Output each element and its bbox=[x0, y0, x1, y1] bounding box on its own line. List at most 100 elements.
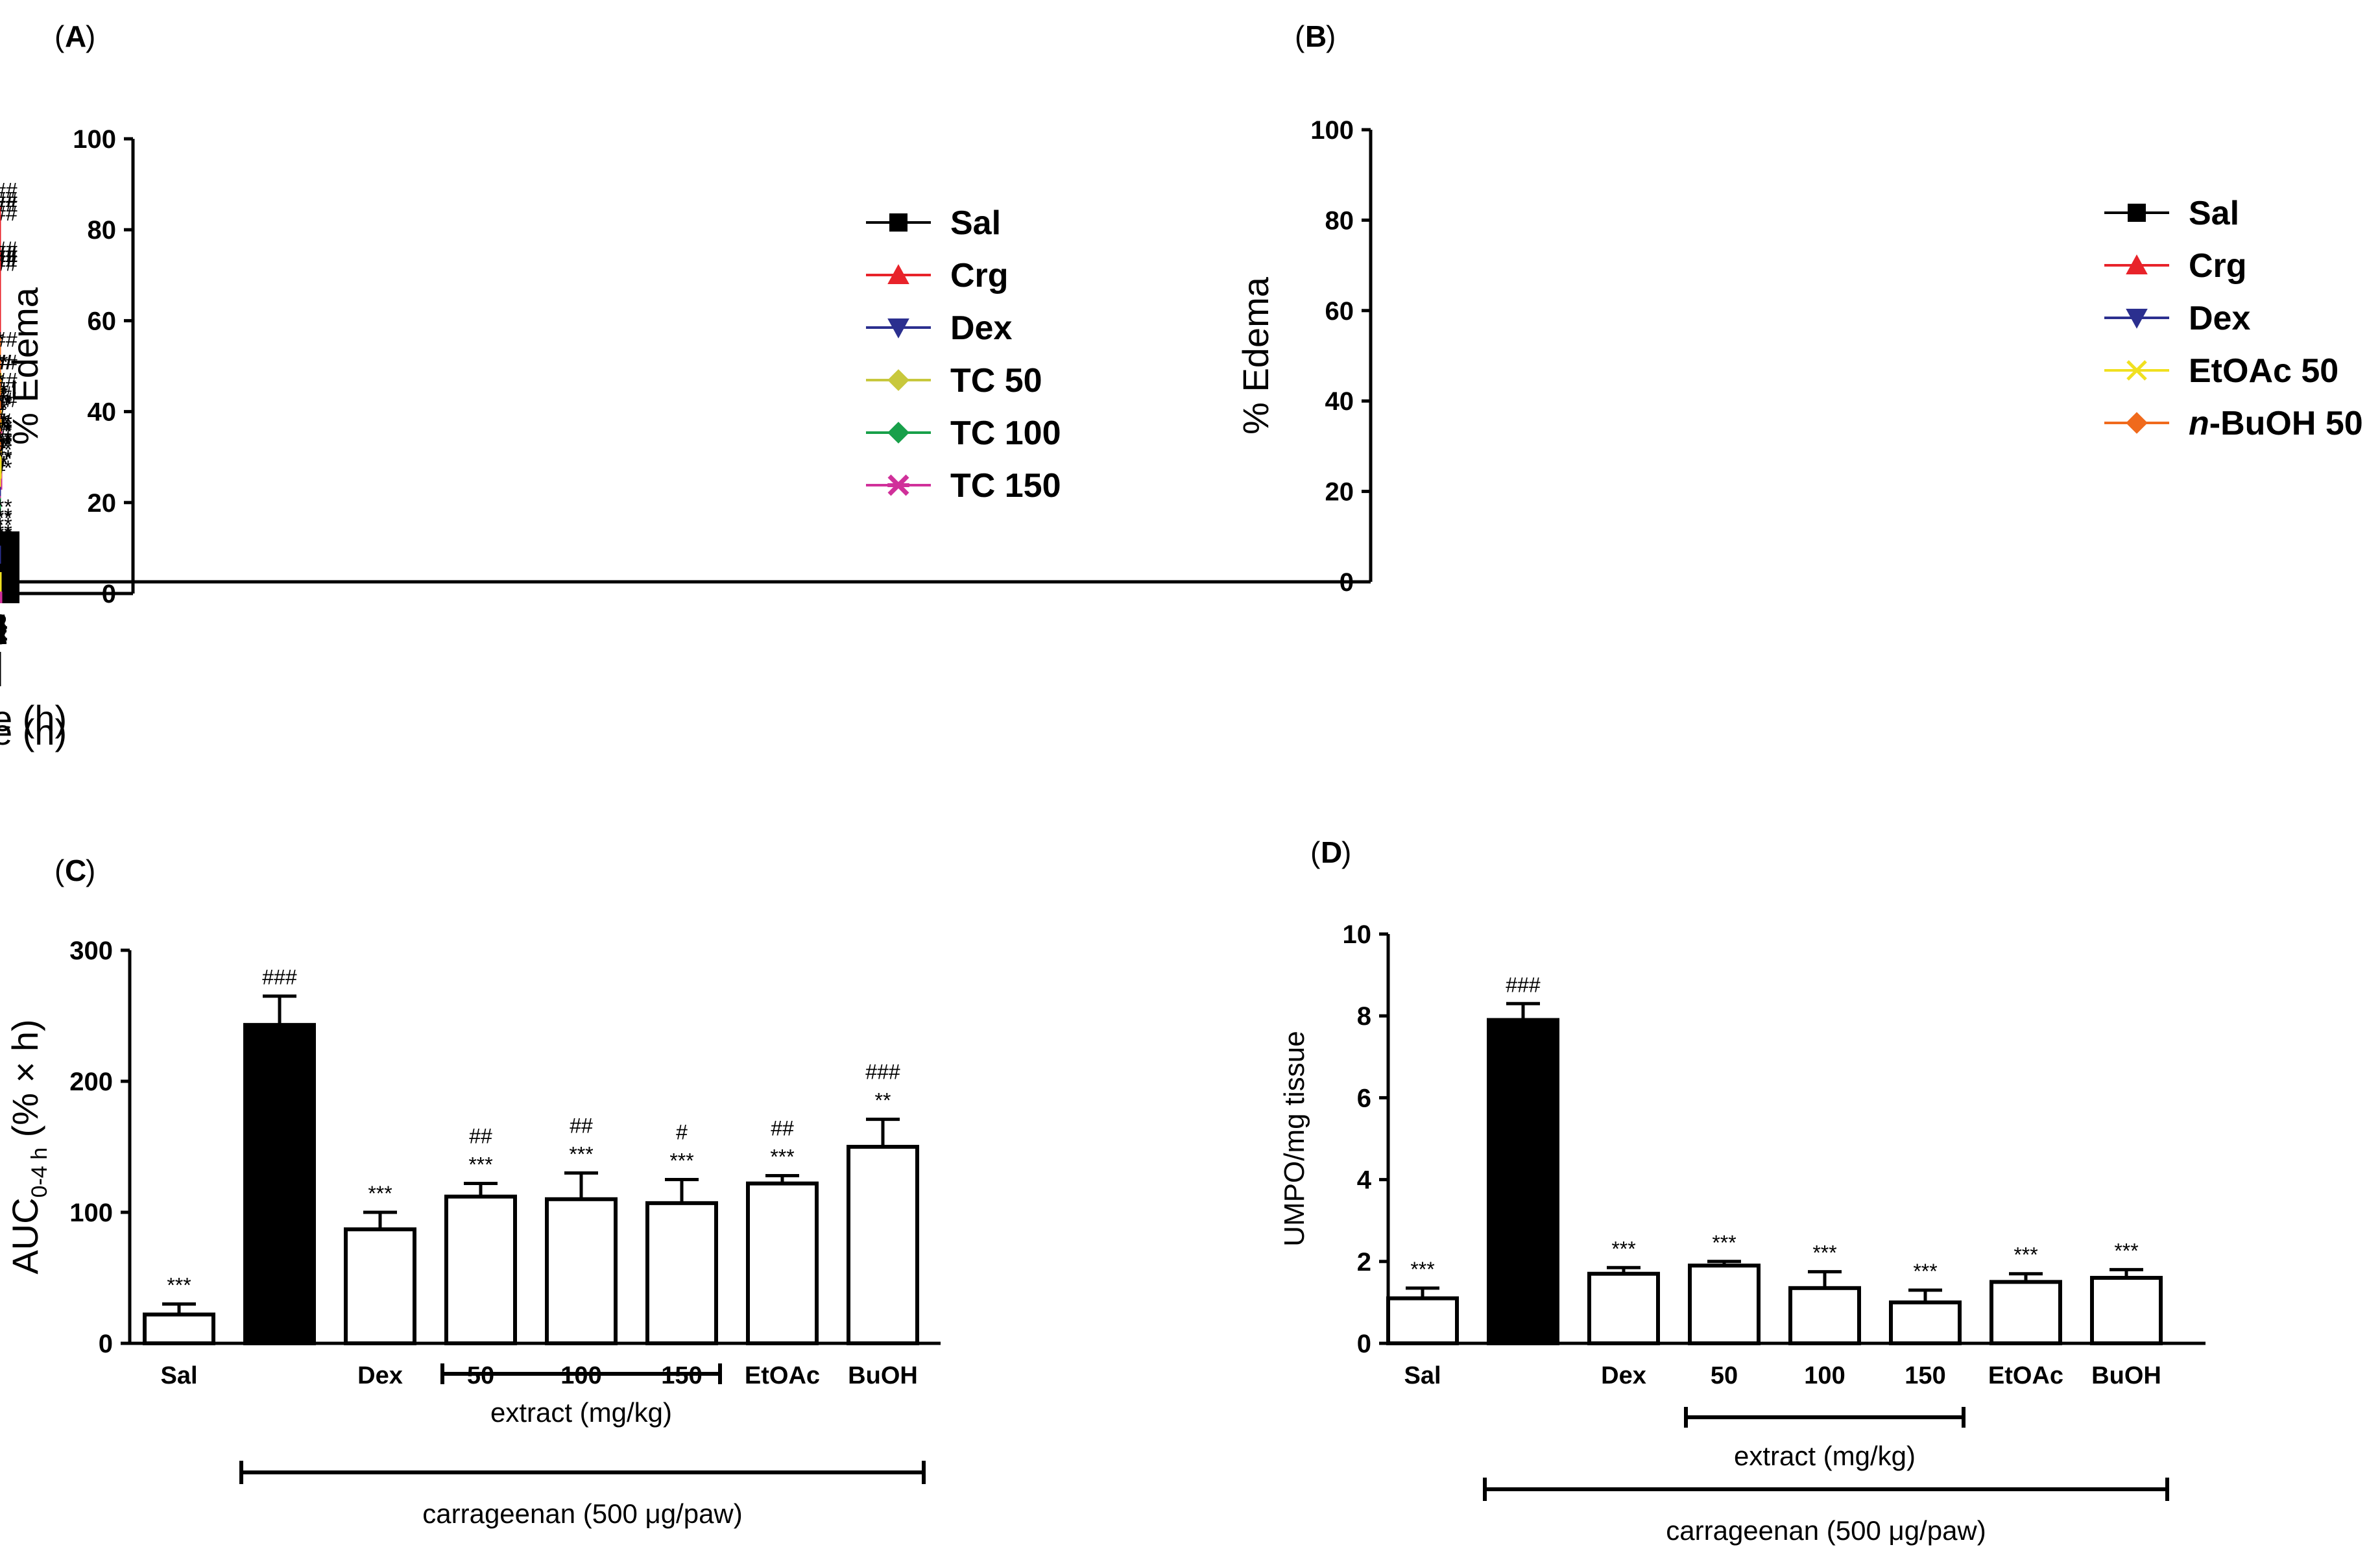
panel-c-bar-2-sig-bottom: *** bbox=[368, 1182, 392, 1205]
panel-b-annotation-23: *** bbox=[0, 446, 12, 469]
panel-b-annotation-24: ** bbox=[0, 382, 8, 405]
panel-c-bar-5-sig-bottom: *** bbox=[669, 1149, 693, 1173]
panel-b-annotation-12: *** bbox=[0, 418, 12, 442]
panel-d-bar-6 bbox=[1989, 1280, 2062, 1345]
panel-d-y-tick-label-0: 0 bbox=[1357, 1330, 1371, 1358]
panel-c-y-tick-label-300: 300 bbox=[69, 937, 113, 965]
panel-b-series-0-point-4 bbox=[0, 554, 19, 574]
panel-c-bar-0 bbox=[143, 1312, 215, 1346]
panel-c-label: C bbox=[65, 854, 86, 887]
panel-d-bar-2 bbox=[1587, 1271, 1660, 1345]
panel-b-x-title: Time (h) bbox=[0, 698, 67, 739]
panel-b-legend-2-label: Dex bbox=[2189, 300, 2250, 337]
panel-d-category-5: 150 bbox=[1905, 1362, 1945, 1389]
panel-b-legend-3-marker bbox=[2126, 360, 2148, 381]
panel-d-bar-7-sig-bottom: *** bbox=[2114, 1239, 2138, 1262]
panel-c-bar-2 bbox=[344, 1227, 416, 1346]
panel-d-bar-5 bbox=[1889, 1300, 1962, 1346]
panel-c-y-title: AUC0-4 h (% × h) bbox=[5, 1019, 52, 1274]
panel-a-y-tick-label-60: 60 bbox=[88, 307, 117, 335]
panel-b-annotation-9: * bbox=[0, 328, 4, 352]
panel-a-annotation-27: # bbox=[0, 379, 6, 403]
panel-a-label-close: ) bbox=[86, 19, 95, 53]
panel-a-annotation-1: ### bbox=[0, 247, 18, 270]
panel-b-legend-4-marker bbox=[2126, 412, 2148, 434]
panel-b-legend-3-label: EtOAc 50 bbox=[2189, 352, 2338, 390]
panel-b-annotation-18: *** bbox=[0, 432, 12, 455]
panel-a-y-tick-label-40: 40 bbox=[88, 398, 117, 427]
panel-c-y-tick-label-0: 0 bbox=[99, 1330, 113, 1358]
panel-b-annotation-27: ## bbox=[0, 409, 12, 433]
panel-a-annotation-19: *** bbox=[0, 457, 12, 480]
panel-d-bar-1-sig-top: ### bbox=[1506, 973, 1541, 996]
panel-d-label-close: ) bbox=[1341, 835, 1351, 869]
panel-d-carrageenan-label: carrageenan (500 μg/paw) bbox=[1666, 1515, 1986, 1546]
panel-d-y-tick-label-8: 8 bbox=[1357, 1002, 1371, 1031]
panel-a-annotation-12: *** bbox=[0, 448, 12, 471]
panel-a-annotation-13: # bbox=[0, 393, 6, 416]
panel-c-bar-5-sig-top: # bbox=[676, 1121, 688, 1144]
panel-a-annotation-16: ### bbox=[0, 389, 18, 412]
panel-c-bar-6-sig-top: ## bbox=[771, 1116, 794, 1140]
panel-a-legend-0-label: Sal bbox=[950, 204, 1001, 242]
panel-b-y-tick-label-0: 0 bbox=[1340, 568, 1354, 597]
panel-b-annotation-20: ** bbox=[0, 350, 8, 374]
panel-a-annotation-18: *** bbox=[0, 438, 12, 462]
panel-b-annotation-0: ### bbox=[0, 179, 18, 202]
panel-a-label-open: ( bbox=[54, 19, 65, 53]
panel-d-bar-4-sig-bottom: *** bbox=[1812, 1241, 1836, 1265]
panel-a-annotation-14: # bbox=[0, 411, 6, 435]
panel-a-legend-2-label: Dex bbox=[950, 309, 1012, 347]
panel-b-annotation-8: *** bbox=[0, 522, 12, 546]
panel-d-bar-4 bbox=[1788, 1286, 1861, 1345]
panel-c-bar-0-sig-bottom: *** bbox=[167, 1273, 191, 1297]
panel-a-x-tick-label-4: 4 bbox=[0, 621, 8, 650]
panel-d-category-0: Sal bbox=[1404, 1362, 1441, 1389]
panel-a-annotation-24: ** bbox=[0, 398, 8, 421]
panel-b-annotation-10: ### bbox=[0, 328, 18, 352]
panel-c-carrageenan-label: carrageenan (500 μg/paw) bbox=[422, 1498, 743, 1529]
panel-b-annotation-19: # bbox=[0, 432, 6, 455]
panel-b-y-tick-label-20: 20 bbox=[1325, 478, 1354, 507]
panel-b-x-tick-label-2: 2 bbox=[0, 610, 7, 638]
panel-c-bar-3-sig-top: ## bbox=[469, 1125, 492, 1148]
panel-b-annotation-15: * bbox=[0, 368, 4, 392]
panel-a-annotation-3: ### bbox=[0, 252, 18, 275]
panel-d-category-6: EtOAc bbox=[1988, 1362, 2063, 1389]
panel-c-bar-7-sig-top: ### bbox=[865, 1061, 900, 1084]
panel-d-bar-0-sig-bottom: *** bbox=[1410, 1258, 1434, 1281]
panel-a-y-tick-label-20: 20 bbox=[88, 489, 117, 518]
panel-a-annotation-0: ### bbox=[0, 188, 18, 211]
panel-a-annotation-29: ** bbox=[0, 434, 8, 457]
panel-a-annotation-21: # bbox=[0, 438, 6, 462]
panel-a-legend-3-marker bbox=[887, 369, 909, 391]
panel-b-annotation-21: ## bbox=[0, 350, 12, 374]
panel-a-x-tick-label-2: 2 bbox=[0, 621, 7, 650]
panel-b-annotation-5: *** bbox=[0, 527, 12, 550]
panel-a-y-tick-label-100: 100 bbox=[73, 125, 116, 154]
panel-c-bar-7 bbox=[847, 1145, 919, 1345]
panel-d-y-tick-label-10: 10 bbox=[1343, 920, 1372, 949]
panel-a-annotation-31: # bbox=[0, 434, 6, 457]
panel-b-legend-2-marker bbox=[2126, 309, 2148, 329]
panel-a-legend-1-marker bbox=[887, 264, 909, 284]
panel-c-bar-3 bbox=[444, 1194, 517, 1346]
panel-b-annotation-26: ## bbox=[0, 382, 12, 405]
panel-b-x-tick-label-1: 1 bbox=[0, 610, 7, 638]
panel-b-annotation-16: ### bbox=[0, 350, 18, 374]
panel-a-annotation-32: # bbox=[0, 452, 6, 475]
panel-d-y-title: UMPO/mg tissue bbox=[1279, 1031, 1310, 1247]
panel-c-category-6: EtOAc bbox=[745, 1362, 820, 1389]
panel-d-category-3: 50 bbox=[1711, 1362, 1738, 1389]
panel-d-y-tick-label-6: 6 bbox=[1357, 1084, 1371, 1112]
panel-c-bar-4 bbox=[545, 1197, 618, 1346]
panel-c-label-close: ) bbox=[86, 854, 95, 887]
panel-d-label: D bbox=[1321, 835, 1342, 869]
panel-c-bar-7-sig-bottom: ** bbox=[875, 1089, 891, 1112]
panel-b-legend-0-marker bbox=[2128, 204, 2146, 222]
panel-a-annotation-20: ## bbox=[0, 420, 12, 444]
panel-c-y-tick-label-100: 100 bbox=[69, 1199, 113, 1227]
panel-c-extract-label: extract (mg/kg) bbox=[490, 1397, 672, 1428]
panel-d-y-tick-label-4: 4 bbox=[1357, 1166, 1372, 1195]
